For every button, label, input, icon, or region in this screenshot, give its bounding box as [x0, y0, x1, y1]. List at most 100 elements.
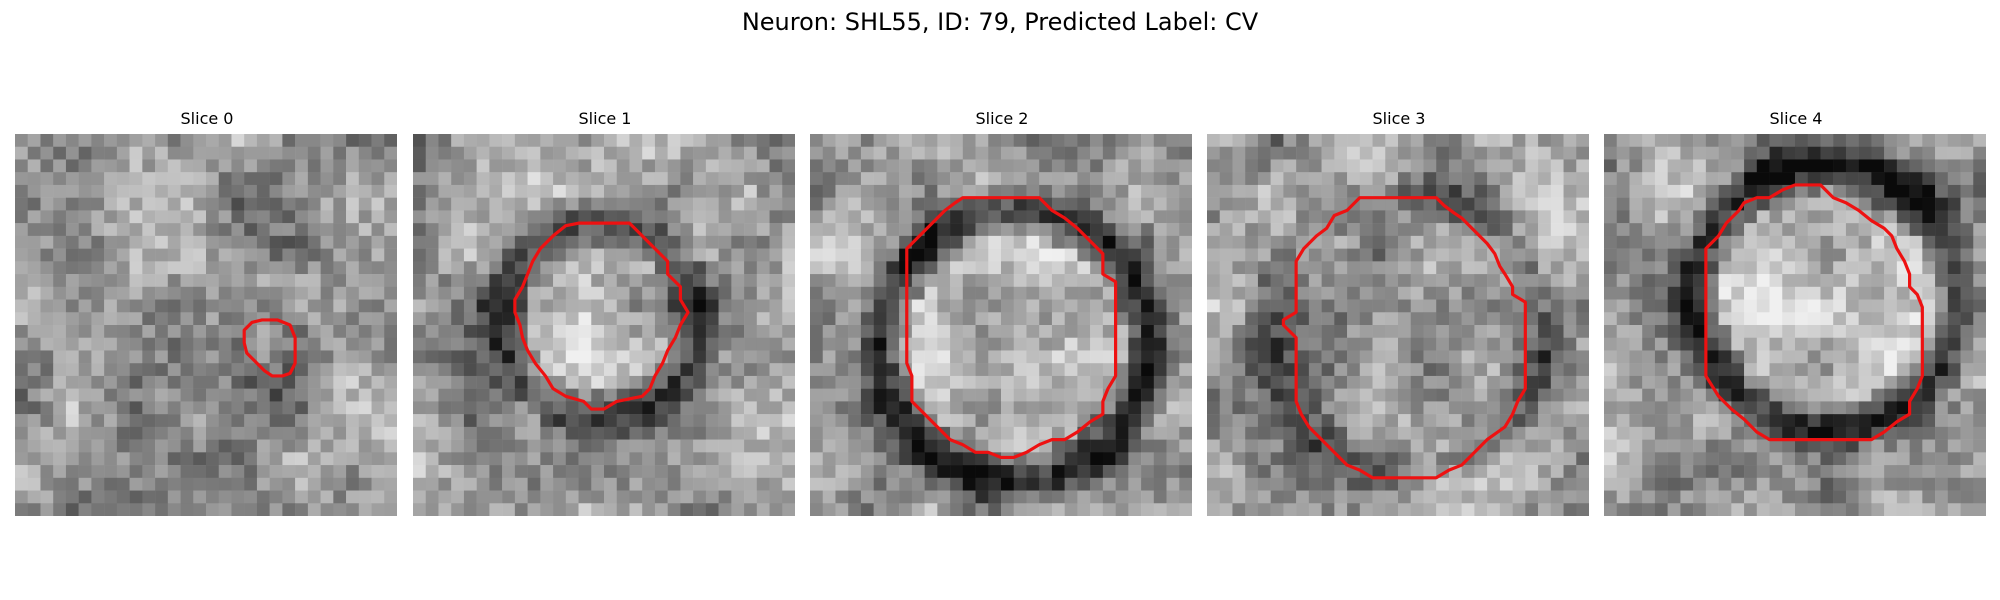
pixel: [40, 184, 54, 198]
pixel: [1642, 184, 1656, 198]
pixel: [333, 197, 347, 211]
pixel: [1102, 197, 1116, 211]
pixel: [1219, 159, 1233, 173]
pixel: [782, 312, 795, 326]
pixel: [1410, 197, 1424, 211]
pixel: [384, 375, 397, 389]
pixel: [502, 363, 516, 377]
pixel: [578, 388, 592, 402]
pixel: [1051, 299, 1065, 313]
pixel: [269, 414, 283, 428]
pixel: [1616, 477, 1630, 491]
pixel: [565, 146, 579, 160]
pixel: [693, 350, 707, 364]
pixel: [1807, 375, 1821, 389]
pixel: [565, 235, 579, 249]
pixel: [1398, 248, 1411, 262]
pixel: [1461, 401, 1475, 415]
pixel: [810, 452, 823, 466]
pixel: [1296, 337, 1310, 351]
pixel: [1604, 299, 1617, 313]
pixel: [333, 210, 347, 224]
pixel: [1782, 134, 1796, 147]
pixel: [1219, 477, 1233, 491]
pixel: [1321, 401, 1335, 415]
pixel: [911, 325, 925, 338]
pixel: [1115, 388, 1129, 402]
pixel: [320, 426, 334, 440]
pixel: [425, 375, 439, 389]
pixel: [1909, 210, 1923, 224]
pixel: [1807, 286, 1821, 300]
pixel: [1347, 223, 1361, 237]
pixel: [553, 261, 567, 275]
pixel: [256, 146, 270, 160]
pixel: [1359, 325, 1373, 338]
pixel: [1115, 172, 1129, 186]
pixel: [1795, 159, 1808, 173]
pixel: [604, 248, 617, 262]
pixel: [295, 248, 309, 262]
pixel: [988, 490, 1002, 504]
pixel: [1245, 388, 1259, 402]
pixel: [1461, 184, 1475, 198]
pixel: [1461, 490, 1475, 504]
pixel: [167, 210, 181, 224]
pixel: [1141, 172, 1155, 186]
pixel: [1744, 325, 1758, 338]
pixel: [1896, 452, 1910, 466]
pixel: [975, 401, 989, 415]
pixel: [451, 299, 465, 313]
pixel: [1141, 325, 1155, 338]
pixel: [1550, 146, 1564, 160]
pixel: [1153, 439, 1167, 453]
pixel: [1115, 299, 1129, 313]
pixel: [1960, 248, 1974, 262]
pixel: [320, 439, 334, 453]
pixel: [899, 439, 913, 453]
pixel: [167, 426, 181, 440]
pixel: [476, 286, 490, 300]
pixel: [1090, 350, 1104, 364]
pixel: [1947, 223, 1961, 237]
pixel: [463, 274, 477, 288]
pixel: [680, 248, 694, 262]
pixel: [1179, 146, 1192, 160]
pixel: [27, 426, 41, 440]
pixel: [438, 261, 452, 275]
pixel: [1744, 261, 1758, 275]
pixel: [1410, 312, 1424, 326]
pixel: [1487, 388, 1501, 402]
pixel: [1128, 426, 1142, 440]
pixel: [1667, 337, 1681, 351]
pixel: [1385, 235, 1399, 249]
pixel: [1550, 401, 1564, 415]
pixel: [1782, 299, 1796, 313]
pixel: [1845, 235, 1859, 249]
pixel: [384, 325, 397, 338]
pixel: [822, 477, 836, 491]
pixel: [1499, 299, 1513, 313]
pixel: [384, 490, 397, 504]
pixel: [1115, 439, 1129, 453]
pixel: [116, 210, 130, 224]
pixel: [1270, 426, 1284, 440]
pixel: [1654, 312, 1668, 326]
pixel: [693, 235, 707, 249]
pixel: [718, 274, 732, 288]
pixel: [731, 223, 745, 237]
pixel: [320, 235, 334, 249]
pixel: [1153, 197, 1167, 211]
pixel: [1245, 197, 1259, 211]
pixel: [1423, 490, 1437, 504]
pixel: [1257, 350, 1271, 364]
pixel: [27, 261, 41, 275]
pixel: [1604, 363, 1617, 377]
pixel: [40, 401, 54, 415]
pixel: [1232, 134, 1246, 147]
pixel: [425, 197, 439, 211]
pixel: [937, 375, 951, 389]
pixel: [1257, 184, 1271, 198]
pixel: [1820, 426, 1834, 440]
pixel: [104, 159, 118, 173]
